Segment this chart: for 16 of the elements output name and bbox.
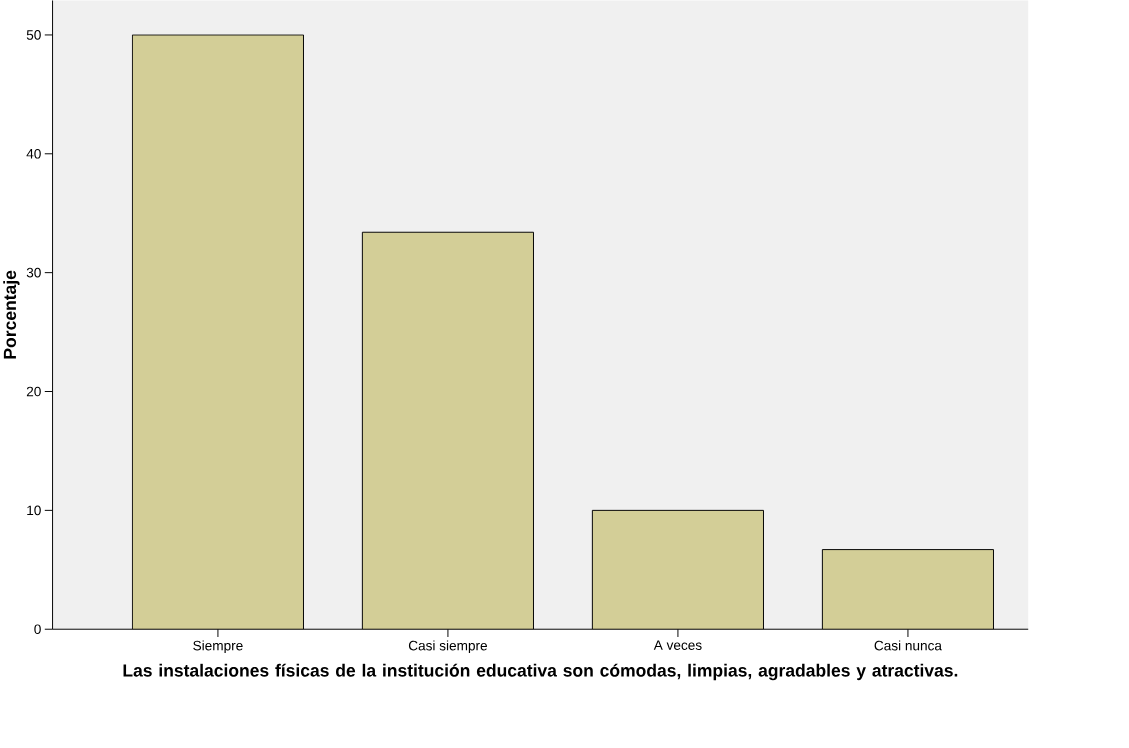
bar (592, 510, 764, 630)
y-tick-label: 50 (26, 30, 41, 40)
bar (132, 34, 304, 630)
x-tick-label: Siempre (193, 640, 243, 654)
x-tick-label: Casi nunca (874, 640, 942, 651)
y-tick-label: 40 (26, 148, 41, 159)
y-tick-label: 10 (27, 505, 41, 516)
x-tick-label: A veces (653, 640, 702, 650)
y-tick-label: 0 (34, 624, 41, 635)
bar (821, 549, 994, 630)
x-tick-label: Casi siempre (408, 640, 487, 654)
x-axis-title: Las instalaciones físicas de la institución educativa son cómodas, limpias, agradables y atractivas. (123, 663, 958, 681)
y-axis-title: Porcentaje (3, 270, 20, 359)
bar (362, 232, 534, 630)
y-tick-label: 30 (26, 267, 41, 278)
y-tick-label: 20 (26, 386, 41, 397)
